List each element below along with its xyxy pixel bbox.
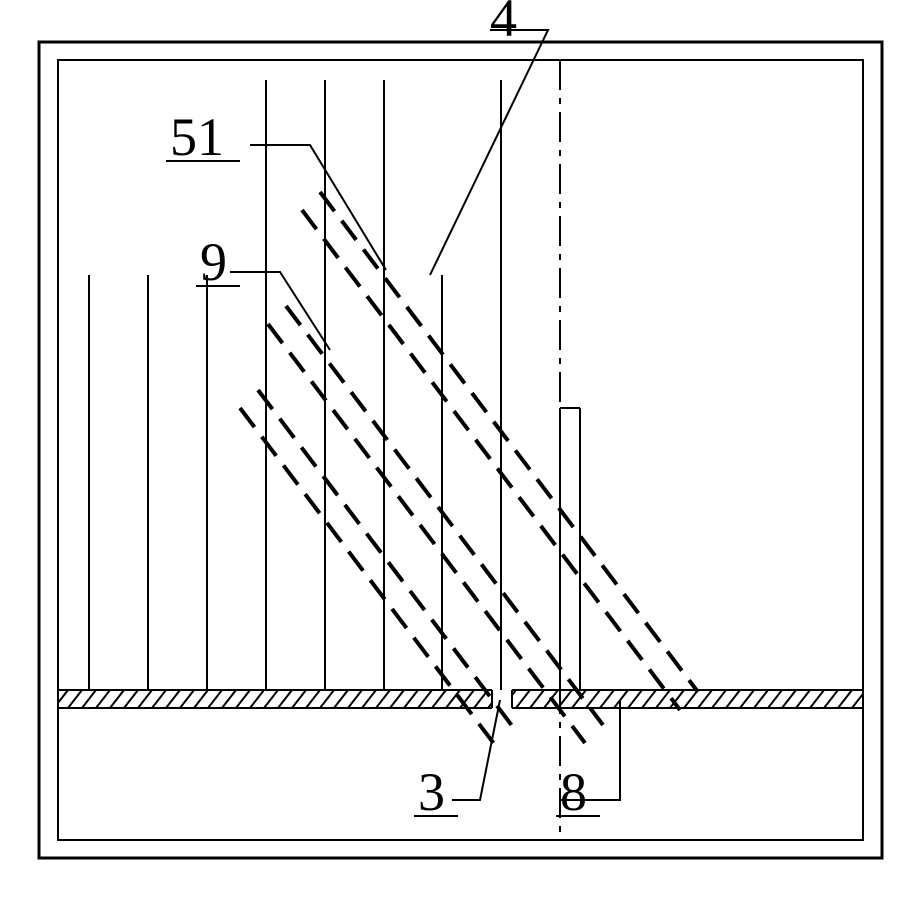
label-8-text: 8 (560, 762, 587, 822)
label-51: 51 (166, 107, 386, 270)
outer-frame (39, 42, 882, 858)
label-51-text: 51 (170, 107, 224, 167)
label-9-text: 9 (200, 232, 227, 292)
label-3: 3 (414, 700, 500, 822)
engineering-diagram: 51 4 9 3 8 (0, 0, 923, 910)
diagonal-dashed (240, 192, 698, 745)
label-9: 9 (196, 232, 330, 350)
label-4-text: 4 (490, 0, 517, 48)
label-3-text: 3 (418, 762, 445, 822)
inner-frame (58, 60, 863, 840)
label-8: 8 (556, 700, 620, 822)
